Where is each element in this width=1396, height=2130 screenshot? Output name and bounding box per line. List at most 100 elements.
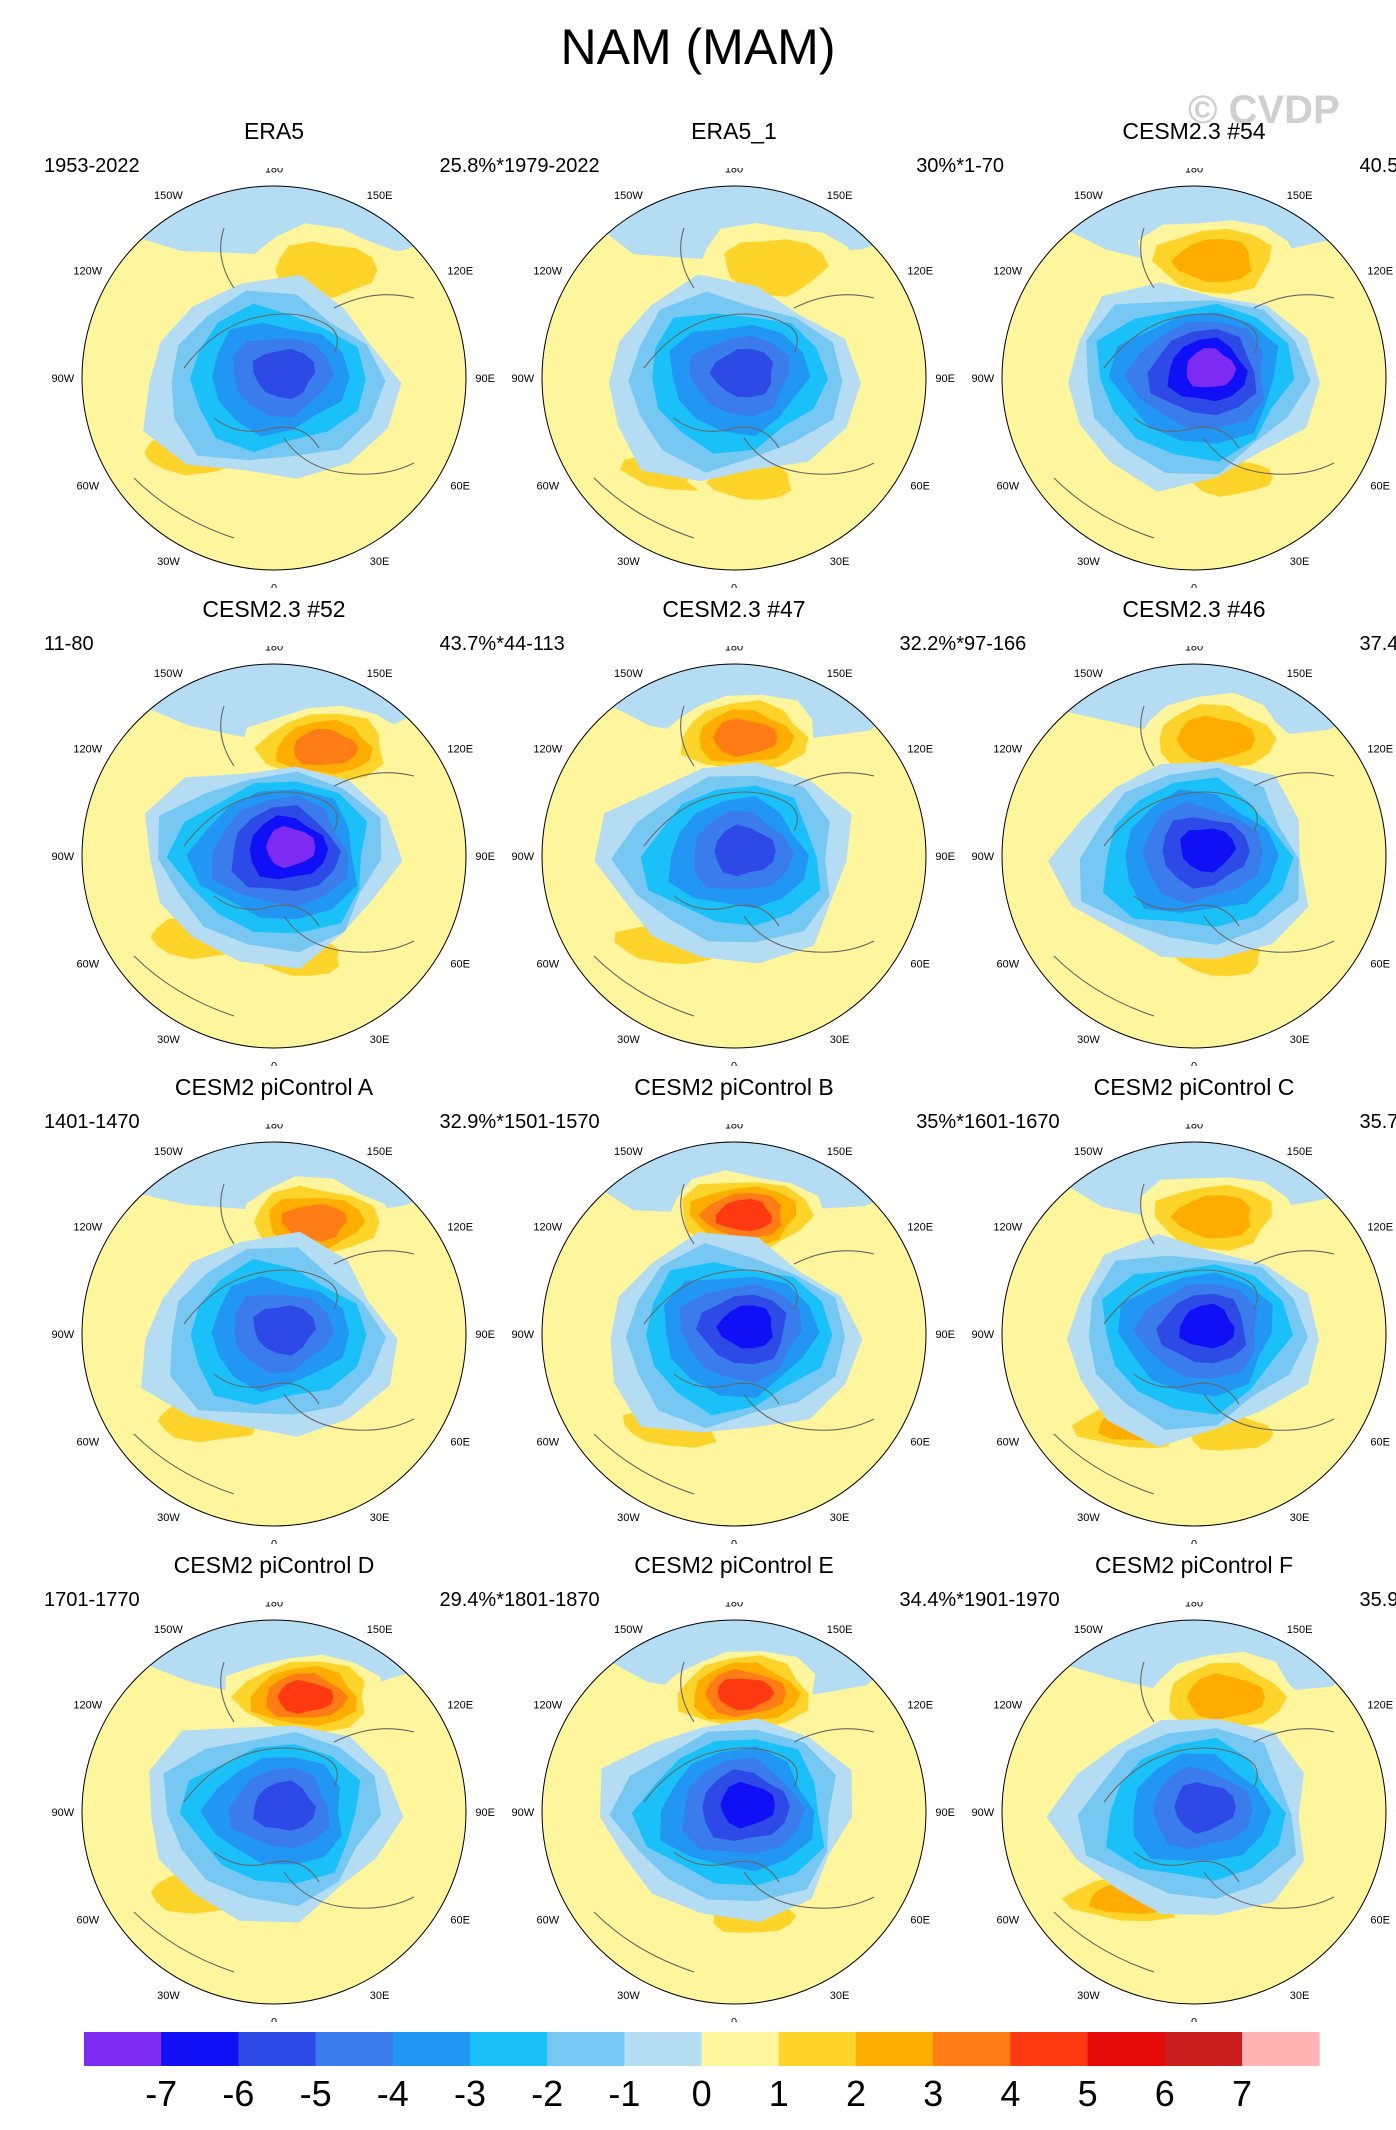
panel-variance-explained: 32.2%* (899, 633, 965, 655)
coastlines (1053, 227, 1335, 539)
map-border (1001, 1141, 1387, 1527)
negative-anomaly-band (129, 1620, 466, 1698)
longitude-label: 150E (367, 1624, 393, 1636)
longitude-label: 150W (614, 1146, 643, 1158)
polar-map: 180150W150E120W120E90W90E60W60E30W30E0 (971, 1602, 1396, 2022)
longitude-label: 120E (1367, 1222, 1393, 1234)
longitude-label: 120E (447, 1222, 473, 1234)
map-border (1001, 185, 1387, 571)
longitude-label: 60E (450, 1437, 470, 1449)
longitude-label: 120W (993, 744, 1022, 756)
longitude-label: 90W (971, 1807, 994, 1819)
colorbar-label: -4 (377, 2073, 409, 2112)
colorbar-swatch (1164, 2032, 1243, 2066)
longitude-label: 90W (971, 373, 994, 385)
longitude-label: 120E (1367, 266, 1393, 278)
panel-period: 1401-1470 (44, 1111, 140, 1133)
panel-period: 1701-1770 (44, 1589, 140, 1611)
longitude-label: 60W (76, 1437, 99, 1449)
longitude-label: 60E (910, 1437, 930, 1449)
colorbar-label: -1 (608, 2073, 640, 2112)
map-panel: CESM2.3 #46 97-166 37.4%* 180 150W 150E 120W 12… (964, 596, 1396, 1066)
pacific-positive-contour (1170, 1195, 1251, 1239)
polar-map: 180150W150E120W120E90W90E60W60E30W30E0 (511, 646, 955, 1066)
colorbar-label: 4 (1000, 2073, 1020, 2112)
longitude-label: 0 (731, 1538, 737, 1544)
longitude-label: 0 (731, 1060, 737, 1066)
colorbar-label: 5 (1078, 2073, 1098, 2112)
longitude-label: 30W (617, 1034, 640, 1046)
panel-period: 97-166 (964, 633, 1027, 655)
longitude-label: 60W (536, 1915, 559, 1927)
arctic-negative-contour (1180, 828, 1237, 873)
panel-title: ERA5_1 (691, 118, 777, 144)
pacific-positive-contour (1176, 715, 1255, 763)
colorbar-label: -3 (454, 2073, 486, 2112)
page-title: NAM (MAM) (560, 19, 836, 75)
arctic-negative-contour (266, 825, 316, 869)
panel-variance-explained: 25.8%* (439, 155, 505, 177)
panel-title: CESM2.3 #54 (1122, 118, 1266, 144)
colorbar-swatch (238, 2032, 317, 2066)
longitude-label: 0 (271, 1538, 277, 1544)
panel-title: CESM2 piControl A (174, 1074, 374, 1100)
arctic-negative-contour (716, 1305, 773, 1349)
panel-period: 1-70 (964, 155, 1005, 177)
longitude-label: 150E (367, 668, 393, 680)
panel-variance-explained: 34.4%* (899, 1589, 965, 1611)
longitude-label: 120W (993, 266, 1022, 278)
longitude-label: 150E (827, 190, 853, 202)
pacific-positive-contour (1186, 1673, 1266, 1720)
longitude-label: 30W (1077, 1990, 1100, 2002)
arctic-negative-contour (252, 348, 316, 400)
longitude-label: 150W (154, 190, 183, 202)
polar-map: 180150W150E120W120E90W90E60W60E30W30E0 (511, 168, 955, 588)
map-border (541, 1141, 927, 1527)
longitude-label: 180 (725, 168, 743, 176)
longitude-label: 90E (935, 1329, 955, 1341)
longitude-label: 30W (157, 1034, 180, 1046)
colorbar-label: 3 (923, 2073, 943, 2112)
coastlines (133, 1661, 415, 1973)
longitude-label: 30W (1077, 1034, 1100, 1046)
map-panel: CESM2 piControl B 1501-1570 35%* 180 150W 150… (504, 1074, 964, 1544)
longitude-label: 150W (1074, 668, 1103, 680)
panel-variance-explained: 37.4%* (1359, 633, 1396, 655)
panel-period: 1801-1870 (504, 1589, 600, 1611)
map-border (541, 185, 927, 571)
longitude-label: 0 (731, 2016, 737, 2022)
polar-map: 180150W150E120W120E90W90E60W60E30W30E0 (51, 168, 495, 588)
colorbar-label: -2 (531, 2073, 563, 2112)
longitude-label: 150E (1287, 190, 1313, 202)
colorbar-swatch (161, 2032, 239, 2066)
coastlines (1053, 705, 1335, 1017)
longitude-label: 60E (450, 1915, 470, 1927)
coastlines (133, 227, 415, 539)
arctic-negative-contour (253, 1780, 317, 1831)
longitude-label: 150W (154, 1624, 183, 1636)
longitude-label: 150E (367, 1146, 393, 1158)
longitude-label: 60E (910, 959, 930, 971)
longitude-label: 180 (265, 168, 283, 176)
negative-anomaly-band (118, 1142, 466, 1216)
longitude-label: 0 (1191, 582, 1197, 588)
colorbar-label: -5 (300, 2073, 332, 2112)
longitude-label: 180 (265, 1602, 283, 1610)
map-border (1001, 1619, 1387, 2005)
map-border (81, 1141, 467, 1527)
colorbar-swatch (1087, 2032, 1166, 2066)
colorbar-swatch (778, 2032, 857, 2066)
longitude-label: 30E (830, 1034, 850, 1046)
longitude-label: 120W (533, 744, 562, 756)
longitude-label: 150W (1074, 190, 1103, 202)
longitude-label: 60E (1370, 959, 1390, 971)
longitude-label: 120E (1367, 744, 1393, 756)
longitude-label: 30W (617, 556, 640, 568)
panel-period: 1901-1970 (964, 1589, 1060, 1611)
longitude-label: 30E (1290, 1990, 1310, 2002)
pacific-positive-contour (724, 239, 829, 297)
longitude-label: 90E (935, 373, 955, 385)
longitude-label: 150E (1287, 1624, 1313, 1636)
longitude-label: 180 (1185, 168, 1203, 176)
longitude-label: 30W (617, 1512, 640, 1524)
